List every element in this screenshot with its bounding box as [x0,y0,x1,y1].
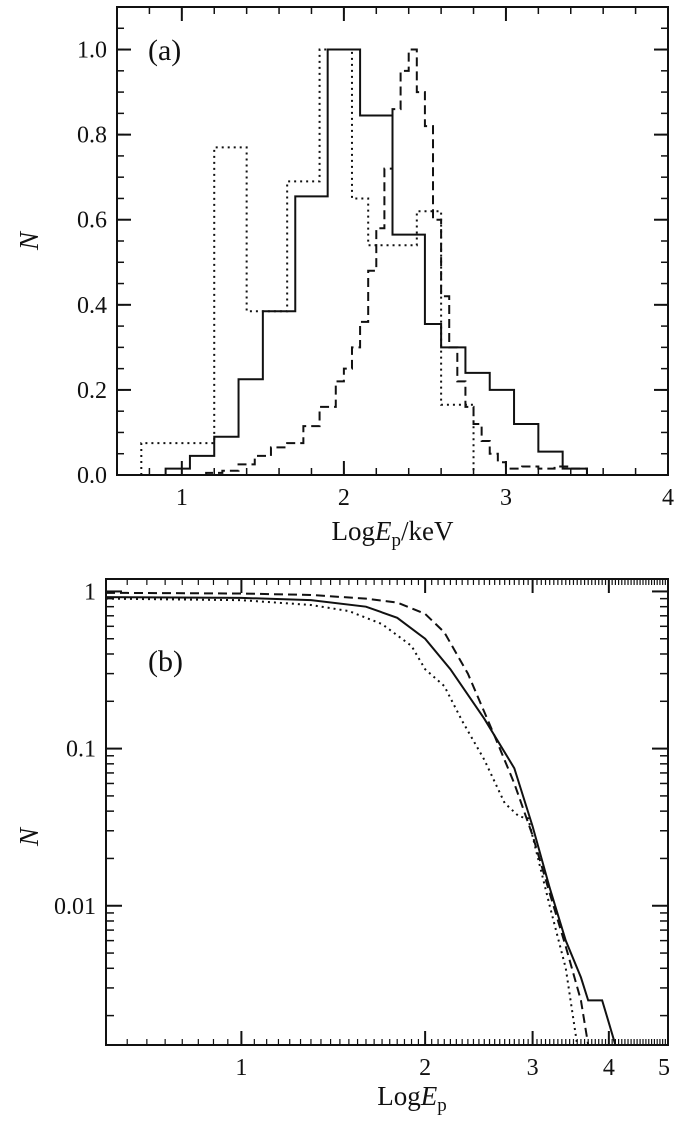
y-tick-label: 0.2 [77,378,107,404]
y-tick-label: 0.1 [66,737,96,763]
y-tick-label: 0.8 [77,123,107,149]
y-tick-label: 0.0 [77,463,107,489]
x-tick-label: 4 [603,1055,615,1081]
panel-a: 1 2 3 4 0.0 0.2 0.4 0.6 0.8 1.0 (a) LogEp/keV N [14,6,674,551]
series-dashed-line [205,48,588,475]
series-dotted-line [140,48,475,475]
panel-label: (b) [148,645,183,678]
y-tick-label: 0.01 [54,894,96,920]
y-axis-label: N [14,230,44,251]
x-tick-label: 3 [500,485,512,511]
x-tick-label: 5 [658,1055,670,1081]
plot-frame [116,6,669,476]
y-tick-label: 0.6 [77,208,107,234]
x-tick-label: 2 [338,485,350,511]
series-dashed-line [106,591,590,1045]
y-axis-label: N [14,826,44,847]
x-tick-label: 3 [527,1055,539,1081]
series-solid-line [164,48,588,475]
x-tick-label: 4 [662,485,674,511]
series-solid-line [106,596,617,1045]
x-axis-label: LogEp/keV [332,516,454,551]
y-tick-label: 0.4 [77,293,107,319]
panel-b: 1 2 3 4 5 1 0.1 0.01 (b) LogEp N [14,578,670,1116]
x-tick-label: 2 [419,1055,431,1081]
y-tick-label: 1.0 [77,38,107,64]
x-tick-label: 1 [176,485,188,511]
x-axis-label: LogEp [377,1081,447,1116]
y-tick-label: 1 [84,579,96,605]
x-tick-label: 1 [235,1055,247,1081]
panel-label: (a) [148,34,181,67]
plot-frame [105,578,669,1046]
